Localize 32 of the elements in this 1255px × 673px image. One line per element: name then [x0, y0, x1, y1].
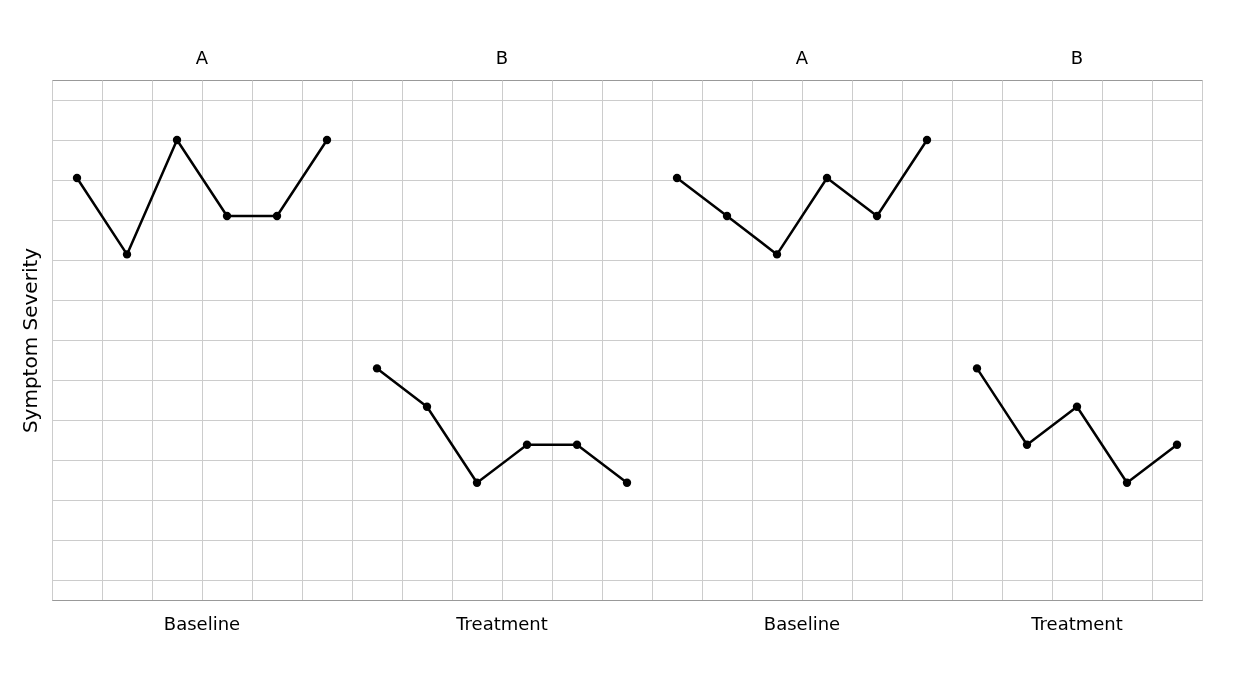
text: A [195, 47, 209, 68]
text: B [1070, 47, 1084, 68]
point [572, 440, 582, 449]
point [922, 135, 932, 145]
point [222, 211, 232, 221]
point [972, 364, 982, 373]
point [1122, 478, 1132, 487]
y-axis-title: Symptom Severity [17, 247, 42, 434]
text: B [495, 47, 509, 68]
point [522, 440, 532, 449]
point [422, 402, 432, 411]
point [172, 135, 182, 145]
point [72, 173, 82, 183]
text: Treatment [455, 613, 548, 634]
point [272, 211, 282, 221]
point [472, 478, 482, 487]
point [1072, 402, 1082, 411]
point [872, 211, 882, 221]
point [1022, 440, 1032, 449]
point [372, 364, 382, 373]
point [772, 250, 782, 259]
point [1172, 440, 1182, 449]
point [822, 173, 832, 183]
text: A [795, 47, 809, 68]
point [622, 478, 632, 487]
text: Treatment [1030, 613, 1123, 634]
text: Baseline [163, 613, 241, 634]
text: Baseline [763, 613, 841, 634]
point [672, 173, 682, 183]
point [722, 211, 732, 221]
point [122, 250, 132, 259]
point [322, 135, 332, 145]
